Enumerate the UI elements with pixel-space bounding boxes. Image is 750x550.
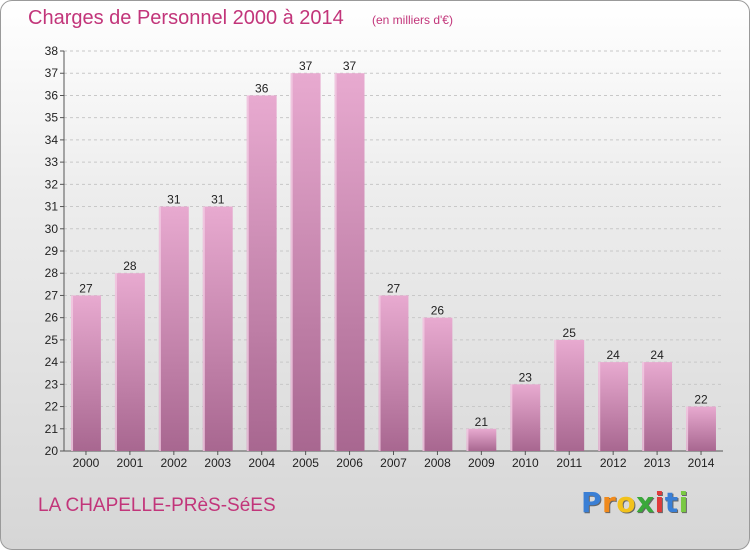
bar-highlight [202,206,205,451]
logo-letter: i [654,486,665,519]
bar-2001 [114,273,145,451]
bar-highlight [114,273,117,451]
bar-highlight [246,95,249,451]
x-tick-label: 2002 [160,456,187,470]
x-tick-label: 2011 [556,456,582,470]
data-label-2012: 24 [606,348,620,362]
bar-highlight [554,339,557,451]
y-tick-label: 24 [45,355,59,369]
data-label-2000: 27 [79,281,93,295]
x-tick-label: 2003 [204,456,231,470]
y-tick-label: 23 [45,377,59,391]
x-tick-label: 2008 [424,456,451,470]
data-label-2009: 21 [475,415,489,429]
bar-2009 [466,428,497,451]
bar-2007 [378,295,409,451]
y-tick-label: 33 [45,155,59,169]
x-tick-label: 2010 [512,456,539,470]
bar-2011 [554,339,585,451]
bar-highlight [71,295,74,451]
bar-2012 [598,362,629,451]
data-label-2001: 28 [123,259,137,273]
logo-letter: P [581,486,603,519]
data-label-2003: 31 [211,193,225,207]
data-label-2011: 25 [563,326,577,340]
chart-title: Charges de Personnel 2000 à 2014 [28,7,344,29]
bar-2006 [334,73,365,451]
x-tick-label: 2014 [688,456,715,470]
logo-letter: o [616,486,637,519]
data-label-2006: 37 [343,59,357,73]
bar-highlight [466,428,469,451]
bar-2014 [686,406,716,451]
y-tick-label: 26 [45,311,59,325]
y-tick-label: 31 [45,200,59,214]
y-tick-label: 38 [45,44,59,58]
bar-highlight [422,317,425,451]
axes: 20 21 22 23 24 25 26 27 28 29 30 31 32 33 34 35 36 37 38 20… [45,44,723,470]
x-tick-label: 2013 [644,456,671,470]
y-tick-label: 30 [45,222,59,236]
data-label-2014: 22 [694,393,708,407]
place-name: LA CHAPELLE-PRèS-SéES [38,495,276,516]
y-tick-label: 34 [45,133,59,147]
x-tick-label: 2004 [248,456,275,470]
bar-2000 [71,295,101,451]
bar-2013 [642,362,673,451]
data-label-2013: 24 [650,348,664,362]
y-tick-label: 22 [45,400,59,414]
y-tick-label: 21 [45,422,59,436]
x-tick-label: 2006 [336,456,363,470]
bar-2004 [246,95,277,451]
x-tick-label: 2000 [73,456,100,470]
y-tick-label: 35 [45,111,59,125]
x-tick-label: 2005 [292,456,319,470]
y-tick-label: 27 [45,288,59,302]
bar-highlight [642,362,645,451]
logo-letter: i [678,486,689,519]
bar-highlight [686,406,689,451]
data-label-2002: 31 [167,193,181,207]
chart-subtitle: (en milliers d'€) [372,13,453,27]
data-labels: 27 28 31 31 36 37 37 27 26 21 23 25 24 24 22 [79,59,708,429]
logo-letter: r [602,486,617,519]
data-label-2010: 23 [519,370,533,384]
bar-2010 [510,384,541,451]
x-tick-label: 2009 [468,456,495,470]
y-tick-label: 28 [45,266,59,280]
y-tick-label: 32 [45,177,59,191]
x-tick-label: 2001 [117,456,144,470]
bar-highlight [598,362,601,451]
y-tick-label: 25 [45,333,59,347]
logo-letter: x [636,486,655,519]
bar-2002 [158,206,189,451]
logo-letter: t [664,486,679,519]
data-label-2008: 26 [431,304,445,318]
bar-highlight [510,384,513,451]
data-label-2005: 37 [299,59,313,73]
y-tick-label: 36 [45,88,59,102]
bars [71,73,716,451]
bar-highlight [290,73,293,451]
x-tick-label: 2007 [380,456,407,470]
y-tick-label: 37 [45,66,59,80]
data-label-2007: 27 [387,281,401,295]
data-label-2004: 36 [255,81,269,95]
bar-2005 [290,73,321,451]
bar-2008 [422,317,453,451]
proxiti-logo[interactable]: Proxiti [581,486,689,519]
x-tick-label: 2012 [600,456,627,470]
bar-2003 [202,206,233,451]
y-tick-label: 29 [45,244,59,258]
bar-highlight [378,295,381,451]
y-tick-label: 20 [45,444,59,458]
bar-highlight [334,73,337,451]
bar-highlight [158,206,161,451]
